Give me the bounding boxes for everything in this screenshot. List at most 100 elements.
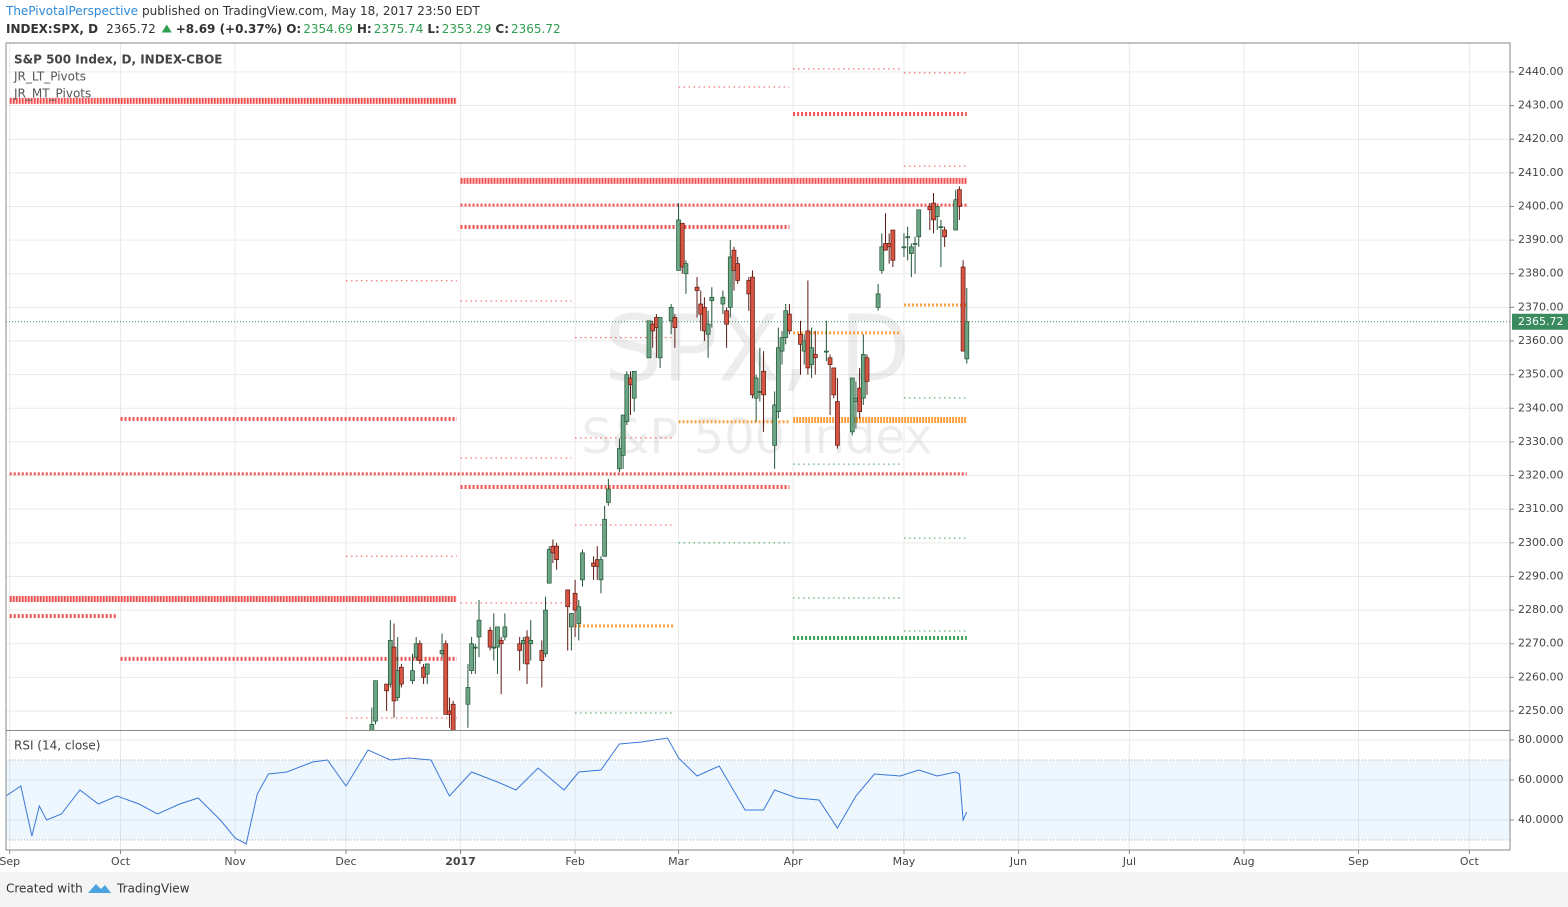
candle-body: [580, 552, 585, 581]
y-tick-label: 2400.00: [1518, 199, 1564, 212]
candle-body: [668, 307, 674, 322]
candle-body: [469, 643, 474, 671]
low: 2353.29: [442, 22, 492, 36]
candle-body: [864, 357, 870, 382]
candle-body: [938, 226, 944, 228]
candle-body: [727, 256, 733, 308]
c-label: C:: [495, 22, 509, 36]
y-tick-label: 2340.00: [1518, 401, 1564, 414]
candle-body: [731, 249, 737, 271]
candle-body: [702, 307, 707, 332]
candle-body: [487, 629, 493, 648]
candle-body: [772, 404, 777, 446]
candle-body: [528, 640, 534, 645]
watermark-name: S&P 500 Index: [581, 409, 932, 465]
candle-body: [812, 354, 818, 359]
pane-border: [5, 42, 1511, 851]
y-tick-label: 2320.00: [1518, 469, 1564, 482]
y-tick-label: 2330.00: [1518, 435, 1564, 448]
candle-body: [890, 229, 896, 261]
candle-body: [835, 401, 840, 446]
x-tick-label: Apr: [784, 855, 804, 868]
candle-body: [787, 313, 792, 332]
candle-body: [753, 377, 759, 399]
axes: Sep Oct Nov Dec 2017 Feb Mar Apr May Jun Jul Aug Sep…: [0, 65, 1568, 868]
x-tick-label: Mar: [668, 855, 689, 868]
candle-body: [761, 370, 766, 396]
candle-body: [620, 414, 626, 456]
candle-body: [901, 246, 907, 249]
candle-body: [624, 374, 630, 423]
x-tick-label: Feb: [565, 855, 584, 868]
candle-body: [824, 350, 829, 353]
candle-body: [964, 321, 970, 360]
candle-body: [798, 333, 803, 345]
x-tick-label: 2017: [445, 855, 476, 868]
candle-body: [546, 549, 552, 584]
y-tick-label: 2430.00: [1518, 99, 1564, 112]
candle-body: [576, 606, 582, 624]
rsi-band: [6, 760, 1510, 840]
candle-body: [953, 199, 959, 231]
tradingview-logo: [88, 884, 111, 893]
candle-body: [683, 263, 689, 275]
candle-body: [942, 229, 947, 238]
y-tick-label: 2290.00: [1518, 569, 1564, 582]
footer-brand[interactable]: TradingView: [116, 882, 190, 896]
y-tick-label: 2310.00: [1518, 502, 1564, 515]
candle-body: [410, 670, 415, 682]
candle-body: [724, 310, 729, 325]
candle-body: [750, 276, 755, 396]
x-tick-label: Jun: [1009, 855, 1027, 868]
candle-body: [502, 626, 508, 638]
candle-body: [849, 377, 855, 433]
candle-body: [472, 646, 478, 649]
symbol: INDEX:SPX, D: [6, 22, 98, 36]
x-tick-label: Nov: [224, 855, 246, 868]
h-label: H:: [357, 22, 372, 36]
grid: [6, 43, 1510, 850]
y-tick-label: 2250.00: [1518, 704, 1564, 717]
publish-line: ThePivotalPerspective published on Tradin…: [5, 4, 480, 18]
candle-body: [443, 643, 449, 715]
candle-body: [720, 296, 726, 305]
last-price-box: [1512, 313, 1568, 330]
candle-body: [709, 296, 715, 301]
y-tick-label: 2280.00: [1518, 603, 1564, 616]
candle-body: [498, 640, 504, 645]
candle-body: [569, 613, 574, 628]
candle-body: [827, 357, 833, 365]
price: 2365.72: [106, 22, 156, 36]
candle-body: [831, 367, 837, 396]
x-tick-label: Dec: [335, 855, 356, 868]
y-tick-label: 2270.00: [1518, 637, 1564, 650]
indicator-name: JR_LT_Pivots: [13, 70, 86, 84]
candle-body: [735, 263, 741, 281]
candle-body: [450, 703, 456, 730]
y-tick-label: 2260.00: [1518, 670, 1564, 683]
author[interactable]: ThePivotalPerspective: [5, 4, 138, 18]
x-tick-label: Oct: [111, 855, 131, 868]
candle-body: [779, 337, 785, 352]
candle-body: [672, 317, 678, 328]
candle-body: [905, 236, 911, 239]
candle-body: [602, 518, 607, 557]
candle-body: [605, 488, 611, 503]
rsi-y-tick-label: 40.0000: [1518, 813, 1564, 826]
candle-body: [476, 619, 482, 638]
candle-body: [617, 448, 622, 470]
candle-body: [879, 246, 885, 271]
candle-body: [369, 724, 375, 730]
high: 2375.74: [374, 22, 424, 36]
price-pane: SPX, DS&P 500 Index: [6, 68, 1510, 730]
candle-body: [657, 317, 663, 359]
candle-body: [646, 320, 652, 359]
candle-body: [565, 589, 571, 608]
candle-body: [417, 643, 423, 661]
published: published on TradingView.com, May 18, 20…: [142, 4, 481, 18]
candle-body: [495, 626, 500, 648]
y-tick-label: 2390.00: [1518, 233, 1564, 246]
candle-body: [373, 680, 378, 722]
close: 2365.72: [511, 22, 561, 36]
